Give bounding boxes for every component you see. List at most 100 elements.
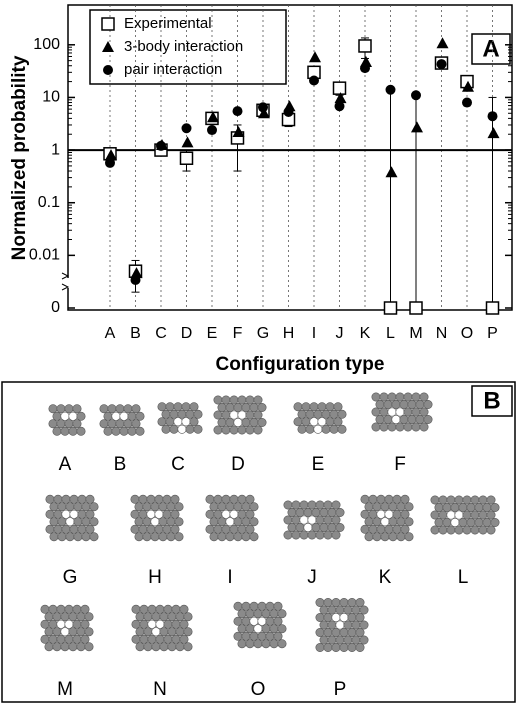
atom bbox=[364, 502, 374, 512]
atom bbox=[130, 494, 140, 504]
atom bbox=[76, 426, 86, 436]
atom bbox=[146, 509, 156, 519]
atom bbox=[329, 409, 339, 419]
atom bbox=[103, 411, 113, 421]
atom bbox=[237, 425, 247, 435]
point bbox=[232, 126, 245, 138]
atom bbox=[339, 612, 349, 622]
atom bbox=[241, 616, 251, 626]
atom bbox=[245, 624, 255, 634]
atom bbox=[277, 609, 287, 619]
atom bbox=[257, 402, 267, 412]
atom bbox=[438, 495, 448, 505]
atom bbox=[131, 634, 141, 644]
atom bbox=[277, 639, 287, 649]
point bbox=[207, 125, 217, 136]
atom bbox=[52, 642, 62, 652]
atom bbox=[60, 411, 70, 421]
atom bbox=[52, 627, 62, 637]
atom bbox=[245, 410, 255, 420]
atom bbox=[138, 509, 148, 519]
atom bbox=[261, 639, 271, 649]
y-tick-label: 0.01 bbox=[29, 247, 60, 264]
cluster-label: B bbox=[114, 454, 127, 475]
point bbox=[103, 65, 113, 75]
atom bbox=[404, 532, 414, 542]
atom bbox=[458, 517, 468, 527]
atom bbox=[462, 510, 472, 520]
atom bbox=[470, 525, 480, 535]
panel-label: A bbox=[482, 35, 499, 62]
atom bbox=[241, 502, 251, 512]
atom bbox=[60, 612, 70, 622]
atom bbox=[134, 532, 144, 542]
atom bbox=[245, 395, 255, 405]
atom bbox=[462, 525, 472, 535]
atom bbox=[371, 407, 381, 417]
atom bbox=[225, 517, 235, 527]
atom bbox=[159, 612, 169, 622]
atom bbox=[355, 627, 365, 637]
atom bbox=[303, 522, 313, 532]
point bbox=[411, 121, 423, 133]
atom bbox=[158, 502, 168, 512]
atom bbox=[400, 494, 410, 504]
atom bbox=[221, 425, 231, 435]
atom bbox=[162, 494, 172, 504]
atom bbox=[131, 619, 141, 629]
atom bbox=[134, 502, 144, 512]
atom bbox=[225, 532, 235, 542]
atom bbox=[438, 510, 448, 520]
atom bbox=[423, 414, 433, 424]
atom bbox=[391, 414, 401, 424]
atom bbox=[111, 426, 121, 436]
atom bbox=[360, 524, 370, 534]
atom bbox=[249, 601, 259, 611]
atom bbox=[327, 507, 337, 517]
atom bbox=[273, 631, 283, 641]
atom bbox=[241, 517, 251, 527]
atom bbox=[372, 532, 382, 542]
atom bbox=[309, 402, 319, 412]
atom bbox=[85, 494, 95, 504]
atom bbox=[339, 642, 349, 652]
atom bbox=[99, 404, 109, 414]
atom bbox=[165, 417, 175, 427]
atom bbox=[84, 627, 94, 637]
atom bbox=[305, 424, 315, 434]
atom bbox=[438, 525, 448, 535]
atom bbox=[466, 517, 476, 527]
x-tick-label: K bbox=[360, 325, 371, 342]
atom bbox=[154, 494, 164, 504]
atom bbox=[404, 502, 414, 512]
atom bbox=[103, 426, 113, 436]
point bbox=[179, 151, 194, 165]
atom bbox=[53, 524, 63, 534]
atom bbox=[450, 502, 460, 512]
atom bbox=[123, 419, 133, 429]
atom bbox=[64, 404, 74, 414]
atom bbox=[237, 624, 247, 634]
atom bbox=[127, 411, 137, 421]
atom bbox=[131, 419, 141, 429]
atom bbox=[283, 515, 293, 525]
atom bbox=[261, 624, 271, 634]
atom bbox=[40, 604, 50, 614]
atom bbox=[319, 620, 329, 630]
atom bbox=[225, 402, 235, 412]
atom bbox=[339, 627, 349, 637]
atom bbox=[221, 410, 231, 420]
atom bbox=[130, 524, 140, 534]
atom bbox=[337, 424, 347, 434]
atom bbox=[48, 404, 58, 414]
atom bbox=[76, 627, 86, 637]
atom bbox=[80, 634, 90, 644]
atom bbox=[387, 392, 397, 402]
atom bbox=[327, 605, 337, 615]
atom bbox=[359, 620, 369, 630]
atom bbox=[134, 517, 144, 527]
atom bbox=[307, 530, 317, 540]
atom bbox=[482, 502, 492, 512]
atom bbox=[56, 419, 66, 429]
atom bbox=[163, 604, 173, 614]
